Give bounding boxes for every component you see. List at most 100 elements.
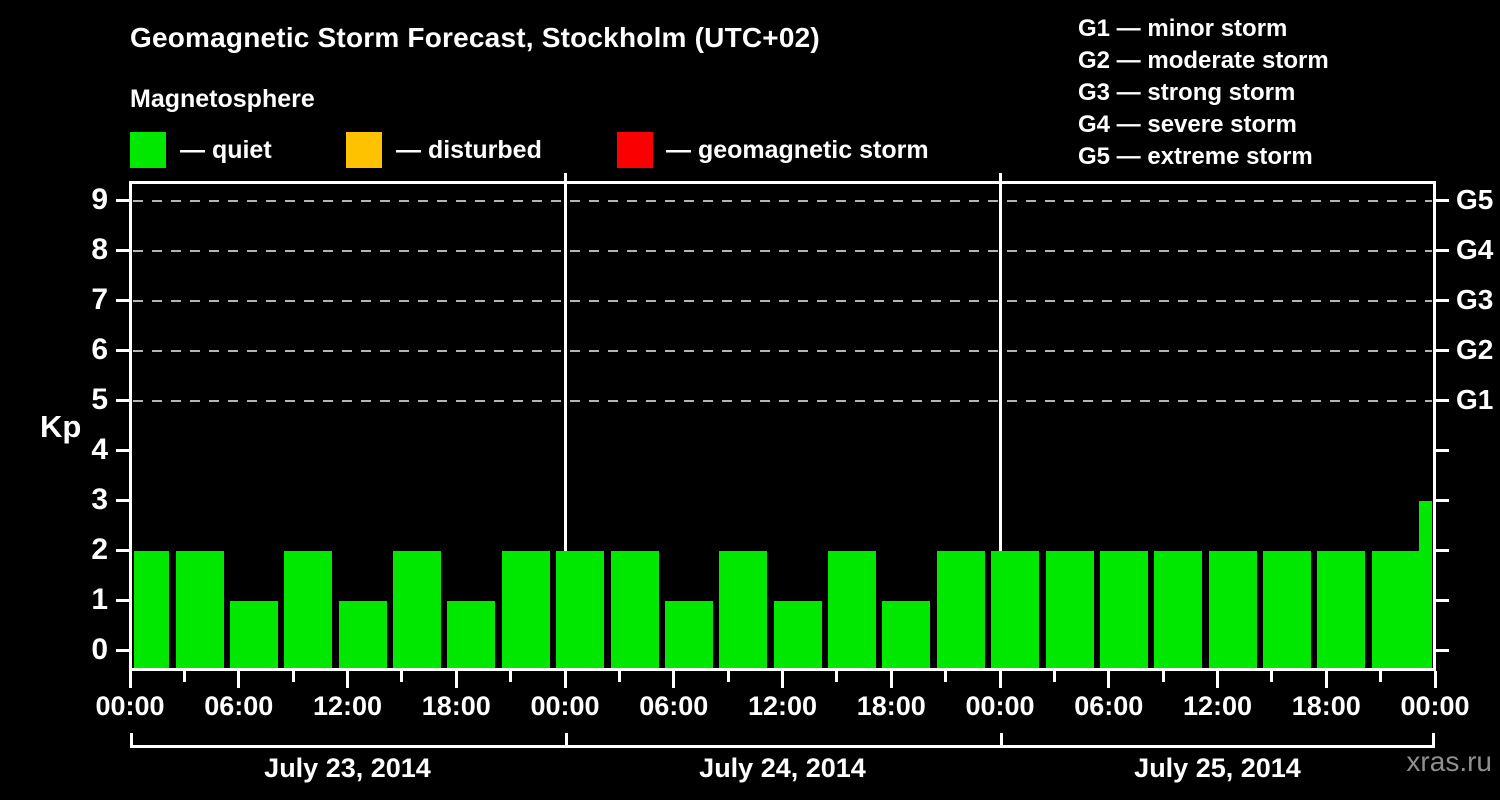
y-tick-label: 5 [91, 382, 108, 416]
kp-bar [393, 550, 442, 668]
kp-bar [175, 550, 224, 668]
y-axis-tick [116, 549, 130, 553]
x-tick-label: 12:00 [1182, 691, 1253, 721]
y-axis-tick [1435, 249, 1449, 253]
y-tick-label: 0 [91, 632, 108, 666]
y-axis-tick [116, 349, 130, 353]
day-label: July 25, 2014 [1134, 753, 1301, 783]
y-tick-label: 4 [91, 432, 108, 466]
x-tick-label: 06:00 [1074, 691, 1144, 721]
grid-line [133, 299, 1432, 302]
g-legend-item-g1: G1 — minor storm [1078, 15, 1288, 42]
y-tick-label: 9 [91, 182, 108, 216]
x-axis-tick [1433, 671, 1437, 688]
x-tick-label: 12:00 [312, 691, 383, 721]
kp-bar [1045, 550, 1094, 668]
x-axis-tick [400, 671, 404, 682]
x-tick-label: 12:00 [747, 691, 818, 721]
kp-bar [1263, 550, 1312, 668]
x-axis-tick [346, 671, 349, 688]
y-axis-tick [1435, 649, 1449, 653]
y-tick-label: 2 [91, 532, 108, 566]
g-scale-label: G3 [1456, 283, 1494, 315]
x-tick-label: 18:00 [421, 691, 491, 721]
kp-bar [556, 550, 605, 668]
x-axis-tick [128, 671, 132, 688]
plot-frame [129, 181, 1436, 671]
x-axis-tick [726, 671, 730, 682]
x-axis-tick [454, 671, 458, 688]
watermark-xras: xras.ru [1406, 746, 1492, 777]
kp-bar [1154, 550, 1203, 668]
g-legend-item-g2: G2 — moderate storm [1078, 47, 1329, 74]
day-label: July 24, 2014 [699, 753, 866, 783]
x-tick-label: 18:00 [1291, 691, 1361, 721]
legend-swatch-quiet [130, 132, 166, 168]
grid-line [133, 349, 1432, 352]
y-tick-label: 6 [91, 332, 108, 366]
x-axis-tick [563, 671, 567, 688]
legend-swatch-disturbed [346, 132, 382, 168]
day-axis-line [130, 745, 1435, 748]
x-tick-label: 18:00 [856, 691, 926, 721]
g-legend-item-g5: G5 — extreme storm [1078, 143, 1313, 170]
kp-bar-partial [1419, 500, 1432, 668]
kp-bar [936, 550, 985, 668]
legend-label-quiet: — quiet [180, 136, 272, 164]
x-tick-label: 00:00 [1400, 691, 1470, 721]
kp-bar [501, 550, 550, 668]
x-axis-tick [672, 671, 676, 688]
x-tick-label: 00:00 [965, 691, 1035, 721]
kp-bar [610, 550, 659, 668]
day-label: July 23, 2014 [264, 753, 431, 783]
y-axis-tick [1435, 549, 1449, 553]
x-axis-tick [182, 671, 186, 682]
y-axis-tick [1435, 599, 1449, 603]
x-axis-tick [1107, 671, 1111, 688]
x-tick-label: 00:00 [95, 691, 165, 721]
page-title: Geomagnetic Storm Forecast, Stockholm (U… [130, 22, 820, 53]
x-axis-tick [1216, 671, 1219, 688]
x-tick-label: 06:00 [204, 691, 274, 721]
y-tick-label: 8 [91, 232, 108, 266]
g-scale-label: G2 [1456, 333, 1494, 365]
day-axis-tick [1432, 733, 1435, 748]
y-tick-label: 7 [91, 282, 108, 316]
x-axis-tick [781, 671, 784, 688]
y-axis-tick [116, 399, 130, 403]
x-axis-tick [998, 671, 1002, 688]
day-separator-line [998, 173, 1002, 551]
x-axis-tick [291, 671, 295, 682]
legend-swatch-storm [617, 132, 653, 168]
x-axis-tick [1324, 671, 1328, 688]
grid-line [133, 199, 1432, 202]
g-legend-item-g3: G3 — strong storm [1078, 79, 1296, 106]
y-axis-title: Kp [40, 409, 82, 444]
g-legend-item-g4: G4 — severe storm [1078, 111, 1297, 138]
g-scale-label: G1 [1456, 383, 1494, 415]
grid-line [133, 249, 1432, 252]
x-axis-tick [617, 671, 621, 682]
day-axis-tick [130, 733, 133, 748]
y-axis-tick [1435, 399, 1449, 403]
x-axis-tick [944, 671, 948, 682]
x-axis-tick [509, 671, 513, 682]
kp-bar [1371, 550, 1420, 668]
g-scale-label: G5 [1456, 183, 1494, 215]
y-axis-tick [1435, 349, 1449, 353]
x-axis-tick [1270, 671, 1274, 682]
kp-bar [284, 550, 333, 668]
kp-bar [1099, 550, 1148, 668]
g-scale-label: G4 [1456, 233, 1494, 265]
x-tick-label: 06:00 [639, 691, 709, 721]
x-axis-tick [1161, 671, 1165, 682]
kp-bar [1317, 550, 1366, 668]
y-axis-tick [116, 449, 130, 453]
kp-bar [773, 600, 822, 668]
kp-bar [447, 600, 496, 668]
y-tick-label: 3 [91, 482, 108, 516]
x-axis-tick [237, 671, 241, 688]
y-axis-tick [116, 249, 130, 253]
y-axis-tick [1435, 199, 1449, 203]
kp-bar [719, 550, 768, 668]
